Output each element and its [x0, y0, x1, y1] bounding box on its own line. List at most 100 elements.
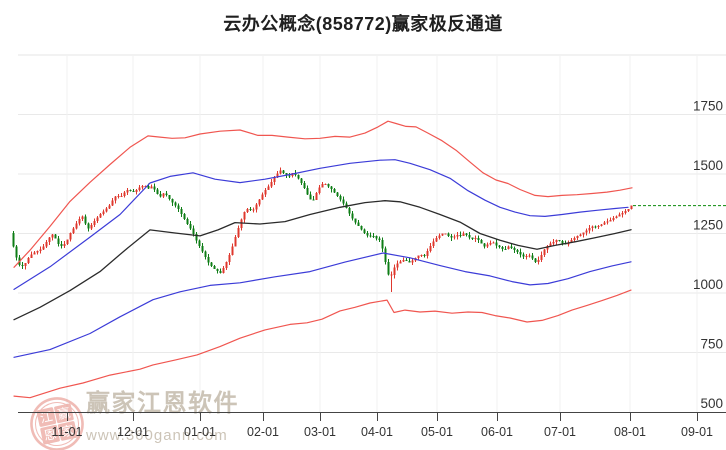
candle-down [375, 236, 378, 239]
candle-up [621, 212, 624, 215]
candle-up [390, 274, 393, 276]
candle-up [273, 177, 276, 183]
candle-up [63, 243, 66, 246]
candle-up [252, 209, 255, 211]
candle-up [492, 242, 495, 244]
candle-down [330, 186, 333, 190]
candle-up [276, 173, 279, 178]
candle-up [546, 246, 549, 250]
candle-down [333, 189, 336, 193]
candlestick-series [12, 167, 633, 292]
candle-down [177, 205, 180, 210]
candle-down [219, 271, 222, 273]
candle-up [27, 257, 30, 264]
candle-up [555, 240, 558, 242]
candle-up [324, 183, 327, 185]
x-axis-tick-label: 03-01 [304, 425, 336, 439]
axis-layer: 11-01 12-01 01-01 02-01 03-01 04-01 05-01 06-01… [18, 99, 726, 439]
candle-down [198, 240, 201, 246]
candle-up [606, 221, 609, 223]
watermark-layer: 江赢恩 家赢家江恩软件www.360gann.com [30, 389, 238, 450]
candle-up [138, 187, 141, 191]
candle-up [66, 239, 69, 244]
candle-down [210, 262, 213, 267]
candle-down [501, 247, 504, 249]
candle-down [201, 245, 204, 252]
candle-down [186, 219, 189, 224]
candle-down [171, 198, 174, 203]
candle-down [180, 209, 183, 214]
candle-down [387, 262, 390, 275]
candle-down [534, 258, 537, 262]
candle-up [396, 263, 399, 268]
candle-down [288, 175, 291, 177]
page-title: 云办公概念(858772)赢家极反通道 [223, 14, 503, 34]
candle-up [69, 233, 72, 240]
candle-up [627, 209, 630, 212]
candle-up [507, 246, 510, 250]
candle-down [384, 248, 387, 263]
candle-down [531, 255, 534, 259]
candle-down [372, 235, 375, 237]
candle-up [270, 182, 273, 187]
candle-up [51, 234, 54, 238]
candle-down [21, 264, 24, 267]
candle-down [312, 199, 315, 201]
candle-down [282, 170, 285, 174]
candle-up [474, 238, 477, 240]
middle-black-line [13, 200, 632, 321]
candle-down [480, 240, 483, 244]
candle-down [381, 240, 384, 249]
x-axis-tick-label: 06-01 [481, 425, 513, 439]
x-axis-tick-label: 12-01 [117, 425, 149, 439]
candle-up [426, 251, 429, 256]
candle-up [435, 237, 438, 242]
candle-up [528, 255, 531, 257]
candle-down [447, 233, 450, 236]
y-axis-tick-label: 1000 [693, 277, 723, 292]
candle-down [558, 240, 561, 242]
x-axis-tick-label: 11-01 [51, 425, 82, 439]
candle-down [498, 245, 501, 248]
candle-up [225, 262, 228, 268]
candle-up [162, 193, 165, 197]
x-axis-tick-label: 07-01 [544, 425, 576, 439]
candle-down [378, 238, 381, 241]
candle-down [300, 178, 303, 183]
y-axis-tick-label: 1250 [693, 218, 723, 233]
candle-up [537, 259, 540, 262]
brand-seal-logo: 江赢恩家 [30, 397, 84, 450]
candle-down [132, 190, 135, 192]
candle-up [222, 267, 225, 273]
candle-up [597, 226, 600, 228]
candle-up [267, 186, 270, 190]
candle-down [129, 190, 132, 192]
candle-up [96, 217, 99, 222]
candle-down [339, 196, 342, 200]
candle-down [423, 254, 426, 256]
candle-down [513, 248, 516, 250]
x-axis-tick-label: 04-01 [361, 425, 393, 439]
candle-down [207, 257, 210, 263]
candle-up [444, 233, 447, 235]
seal-block [40, 424, 60, 445]
candle-up [36, 250, 39, 253]
candle-down [159, 193, 162, 197]
x-axis-tick-label: 09-01 [681, 425, 713, 439]
candle-up [420, 254, 423, 256]
candle-down [60, 243, 63, 246]
candle-up [246, 209, 249, 213]
seal-block [57, 421, 78, 441]
candle-up [237, 228, 240, 238]
candle-down [450, 235, 453, 238]
candle-down [249, 209, 252, 211]
y-axis-tick-label: 500 [700, 396, 723, 411]
candle-down [189, 223, 192, 229]
candle-up [579, 234, 582, 237]
seal-character: 家 [60, 422, 76, 439]
candle-down [327, 183, 330, 187]
seal-outer-ring [30, 397, 84, 450]
candle-up [615, 216, 618, 219]
candle-down [54, 234, 57, 239]
